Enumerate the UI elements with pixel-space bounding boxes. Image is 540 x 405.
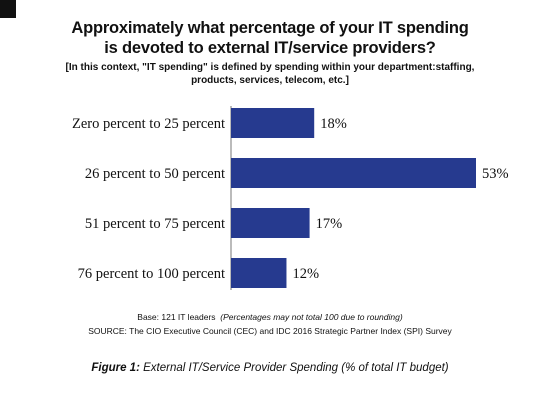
chart-notes: Base: 121 IT leaders (Percentages may no…: [0, 310, 540, 338]
bar: [231, 158, 476, 188]
bar: [231, 208, 310, 238]
category-label: Zero percent to 25 percent: [72, 116, 225, 132]
bar: [231, 258, 287, 288]
chart-subtitle-line-2: products, services, telecom, etc.]: [191, 75, 349, 86]
category-label: 51 percent to 75 percent: [85, 216, 225, 232]
chart-subtitle-line-1: [In this context, "IT spending" is defin…: [65, 62, 475, 73]
chart-title-line-2: is devoted to external IT/service provid…: [104, 39, 436, 57]
figure-caption-text: External IT/Service Provider Spending (%…: [139, 362, 449, 374]
base-note-line: Base: 121 IT leaders (Percentages may no…: [0, 310, 540, 324]
bar-chart: Zero percent to 25 percent 18% 26 percent …: [72, 106, 509, 290]
corner-mark: [0, 0, 16, 18]
figure-caption: Figure 1: External IT/Service Provider S…: [0, 362, 540, 374]
bar: [231, 108, 315, 138]
chart-title: Approximately what percentage of your IT…: [0, 18, 540, 58]
value-label: 53%: [482, 166, 509, 182]
source-note: SOURCE: The CIO Executive Council (CEC) …: [88, 326, 452, 336]
value-label: 18%: [320, 116, 347, 132]
value-label: 12%: [292, 266, 319, 282]
rounding-note: (Percentages may not total 100 due to ro…: [220, 312, 403, 322]
category-label: 76 percent to 100 percent: [78, 266, 225, 282]
figure-caption-label: Figure 1:: [91, 362, 140, 374]
chart-subtitle: [In this context, "IT spending" is defin…: [0, 61, 540, 87]
category-label: 26 percent to 50 percent: [85, 166, 225, 182]
value-label: 17%: [316, 216, 343, 232]
chart-title-line-1: Approximately what percentage of your IT…: [71, 19, 469, 37]
base-text: Base: 121 IT leaders: [137, 312, 216, 322]
